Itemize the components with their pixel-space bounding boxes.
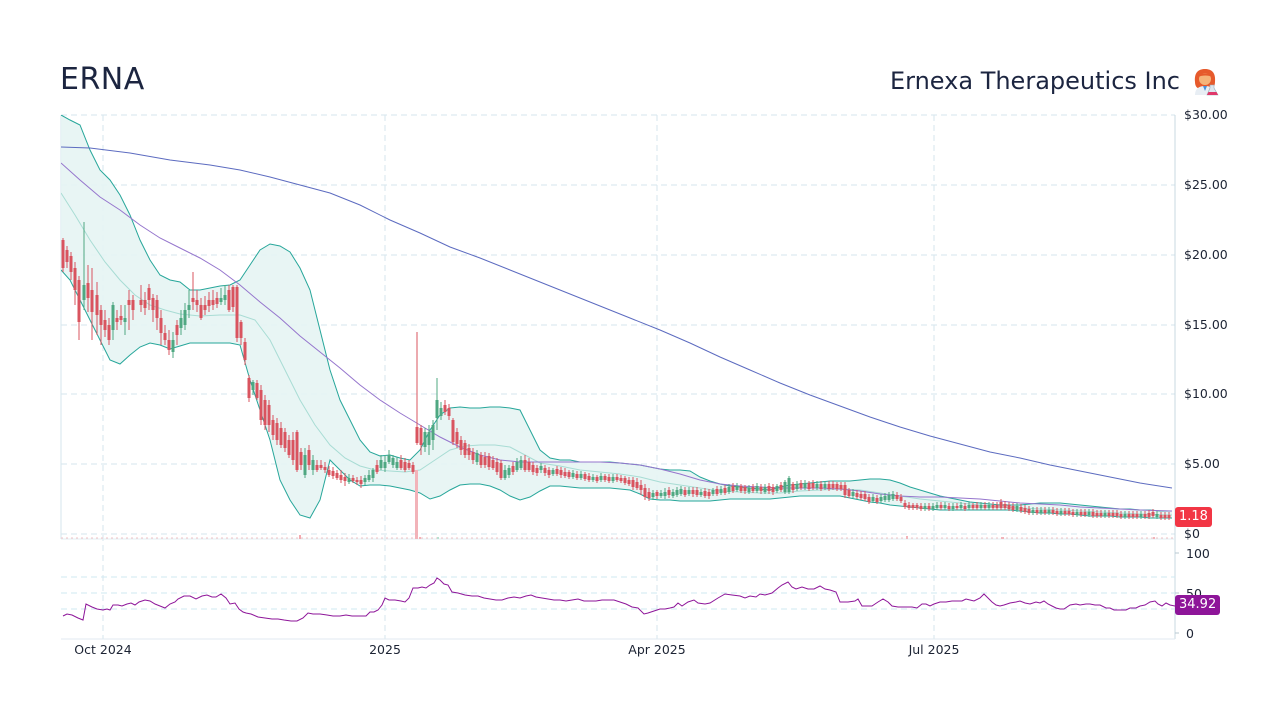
- svg-text:$10.00: $10.00: [1184, 386, 1228, 401]
- svg-text:0: 0: [1186, 626, 1194, 641]
- svg-text:$30.00: $30.00: [1184, 107, 1228, 122]
- svg-text:2025: 2025: [369, 642, 401, 657]
- last-price-tag: 1.18: [1175, 507, 1212, 527]
- bollinger-band-fill: [61, 115, 1172, 518]
- ma-long-line: [61, 146, 1173, 489]
- company-title: Ernexa Therapeutics Inc: [890, 66, 1220, 96]
- price-axis: $30.00 $25.00 $20.00 $15.00 $10.00 $5.00…: [1184, 107, 1228, 541]
- svg-text:$25.00: $25.00: [1184, 177, 1228, 192]
- ma-mid-line: [61, 162, 1173, 512]
- svg-text:$0: $0: [1184, 526, 1200, 541]
- company-name: Ernexa Therapeutics Inc: [889, 67, 1180, 95]
- last-rsi-tag: 34.92: [1175, 595, 1221, 615]
- svg-text:100: 100: [1186, 546, 1210, 561]
- svg-text:$20.00: $20.00: [1184, 247, 1228, 262]
- bollinger-middle-line: [61, 192, 1173, 516]
- volume-bars: [61, 470, 1175, 539]
- price-grid: [61, 114, 1175, 639]
- rsi-grid: [61, 576, 1175, 610]
- rsi-axis-ticks: [1175, 552, 1179, 634]
- rsi-line: [62, 577, 1175, 622]
- ticker-symbol: ERNA: [60, 62, 145, 97]
- svg-text:Jul 2025: Jul 2025: [908, 642, 960, 657]
- svg-text:Oct 2024: Oct 2024: [74, 642, 131, 657]
- time-axis: Oct 2024 2025 Apr 2025 Jul 2025: [74, 642, 959, 657]
- candlestick-series: [61, 222, 1171, 520]
- svg-text:$5.00: $5.00: [1184, 456, 1220, 471]
- svg-text:$15.00: $15.00: [1184, 317, 1228, 332]
- svg-text:Apr 2025: Apr 2025: [628, 642, 685, 657]
- rsi-axis: 100 50 0: [1186, 546, 1210, 641]
- woman-scientist-icon: [1190, 66, 1220, 96]
